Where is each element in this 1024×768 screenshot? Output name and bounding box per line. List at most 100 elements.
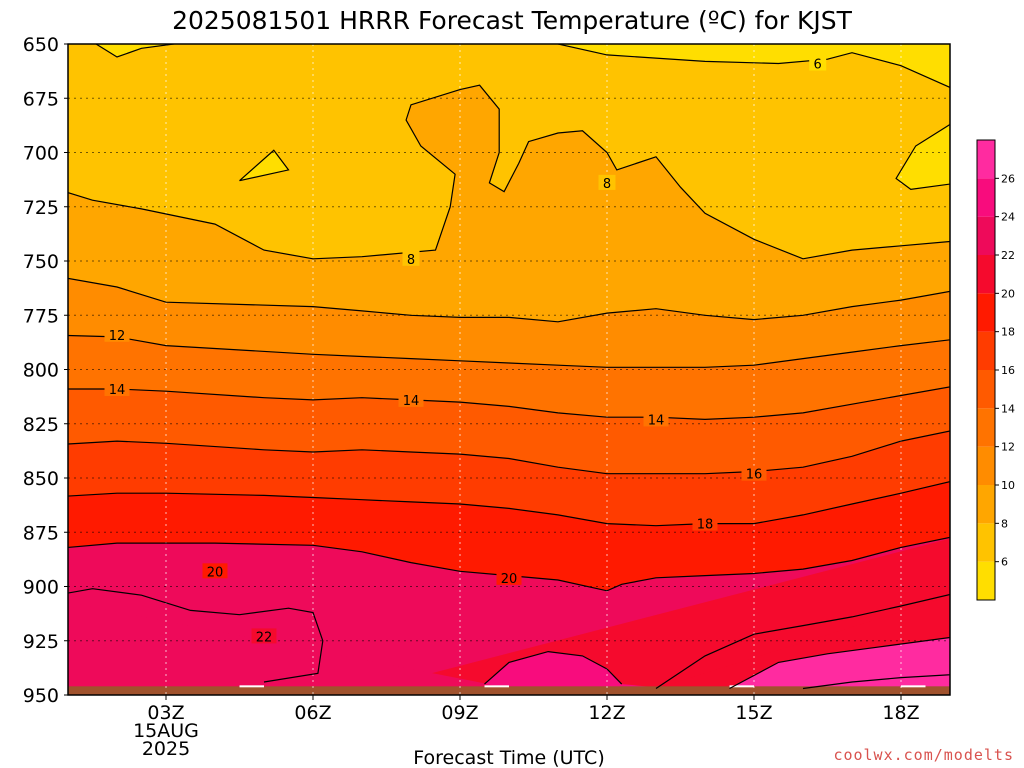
contour-label-bg <box>104 381 130 397</box>
contour-label: 8 <box>407 253 415 268</box>
contour-label-bg <box>251 628 277 644</box>
temperature-bands <box>68 44 950 695</box>
y-tick-label: 850 <box>23 468 59 490</box>
pocket-22 <box>484 651 740 695</box>
y-tick-label: 675 <box>23 88 59 110</box>
contour-label-bg <box>496 569 522 585</box>
x-tick-sublabel: 2025 <box>142 738 190 760</box>
contour-label-bg <box>598 174 616 190</box>
colorbar-swatch <box>977 408 995 447</box>
x-tick-label: 12Z <box>588 702 625 724</box>
colorbar-tick-label: 16 <box>1001 364 1015 377</box>
isotherm-20 <box>68 536 950 592</box>
colorbar-swatch <box>977 293 995 332</box>
contour-label-bg <box>202 563 228 579</box>
y-tick-label: 650 <box>23 34 59 56</box>
colorbar-tick-label: 8 <box>1001 517 1008 530</box>
isotherm-8 <box>68 84 950 260</box>
colorbar-tick-label: 18 <box>1001 326 1015 339</box>
isotherm-10 <box>68 277 950 323</box>
colorbar-tick-label: 26 <box>1001 172 1015 185</box>
colorbar-swatch <box>977 255 995 294</box>
y-tick-label: 775 <box>23 305 59 327</box>
contour-label: 6 <box>814 58 822 73</box>
colorbar-tick-label: 6 <box>1001 556 1008 569</box>
colorbar-tick-label: 24 <box>1001 211 1015 224</box>
contour-label-bg <box>692 515 718 531</box>
contour-label-bg <box>741 465 767 481</box>
surface-marker <box>729 685 754 688</box>
colorbar-swatch <box>977 561 995 600</box>
surface-marker <box>901 685 926 688</box>
contour-label: 12 <box>109 329 126 344</box>
colorbar-tick-label: 12 <box>1001 441 1015 454</box>
isotherm-24 <box>729 636 950 690</box>
x-tick-label: 09Z <box>441 702 478 724</box>
isotherm-contours <box>68 44 950 690</box>
underground-region <box>68 685 950 695</box>
x-axis-label: Forecast Time (UTC) <box>413 747 604 768</box>
chart-title: 2025081501 HRRR Forecast Temperature (ºC… <box>172 6 853 35</box>
colorbar-swatch <box>977 446 995 485</box>
colorbar-swatch <box>977 140 995 179</box>
isotherm-14 <box>68 386 950 421</box>
underground-strip <box>68 686 950 695</box>
isotherm-22 <box>68 588 324 683</box>
y-axis-ticks: 650 675 700 725 750 775 800 825 850 875 900 925 950 <box>23 34 68 707</box>
band-below-8 <box>68 44 950 259</box>
x-tick-label: 03Z <box>147 702 184 724</box>
pocket-24 <box>729 637 950 695</box>
pocket-6 <box>239 150 289 181</box>
colorbar: 6 8 10 12 14 16 18 20 22 24 26 <box>976 139 1015 601</box>
colorbar-tick-label: 20 <box>1001 287 1015 300</box>
colorbar-swatch <box>977 178 995 217</box>
contour-label: 14 <box>403 394 420 409</box>
y-tick-label: 900 <box>23 577 59 599</box>
surface-marker <box>484 685 509 688</box>
colorbar-swatch <box>977 216 995 255</box>
pocket-20 <box>68 537 950 695</box>
pocket-6 <box>558 44 950 190</box>
y-tick-label: 750 <box>23 251 59 273</box>
y-tick-label: 950 <box>23 685 59 707</box>
colorbar-tick-label: 14 <box>1001 402 1015 415</box>
contour-label: 18 <box>697 518 714 533</box>
x-tick-label: 15Z <box>735 702 772 724</box>
contour-label-bg <box>402 250 420 266</box>
isotherm-26 <box>802 674 950 690</box>
colorbar-swatch <box>977 370 995 409</box>
isotherm-18 <box>68 480 950 527</box>
contour-label-bg <box>643 411 669 427</box>
x-tick-label: 06Z <box>294 702 331 724</box>
isotherm-22 <box>484 650 623 685</box>
y-tick-label: 925 <box>23 631 59 653</box>
colorbar-swatch <box>977 331 995 370</box>
contour-label-bg <box>104 326 130 342</box>
pocket-22 <box>68 588 545 695</box>
contour-label: 22 <box>256 630 273 645</box>
colorbar-swatch <box>977 485 995 524</box>
y-tick-label: 725 <box>23 197 59 219</box>
isotherm-6 <box>94 44 179 58</box>
x-tick-sublabel: 15AUG <box>133 720 199 742</box>
contour-label-bg <box>809 55 827 71</box>
pocket-22 <box>656 594 950 689</box>
plot-area: 6 8 8 12 14 14 14 16 18 20 20 22 <box>68 44 950 695</box>
isotherm-16 <box>68 430 950 475</box>
colorbar-tick-label: 22 <box>1001 249 1015 262</box>
y-tick-label: 875 <box>23 522 59 544</box>
contour-label: 14 <box>648 413 665 428</box>
contour-label: 16 <box>746 468 763 483</box>
isotherm-6 <box>239 149 290 182</box>
watermark: coolwx.com/modelts <box>833 746 1014 764</box>
y-tick-label: 825 <box>23 414 59 436</box>
surface-marker <box>239 685 264 688</box>
isotherm-12 <box>68 334 950 368</box>
contour-label: 20 <box>207 565 224 580</box>
contour-label: 20 <box>501 572 518 587</box>
x-tick-label: 18Z <box>882 702 919 724</box>
contour-label: 14 <box>109 383 126 398</box>
contour-label-bg <box>398 391 424 407</box>
